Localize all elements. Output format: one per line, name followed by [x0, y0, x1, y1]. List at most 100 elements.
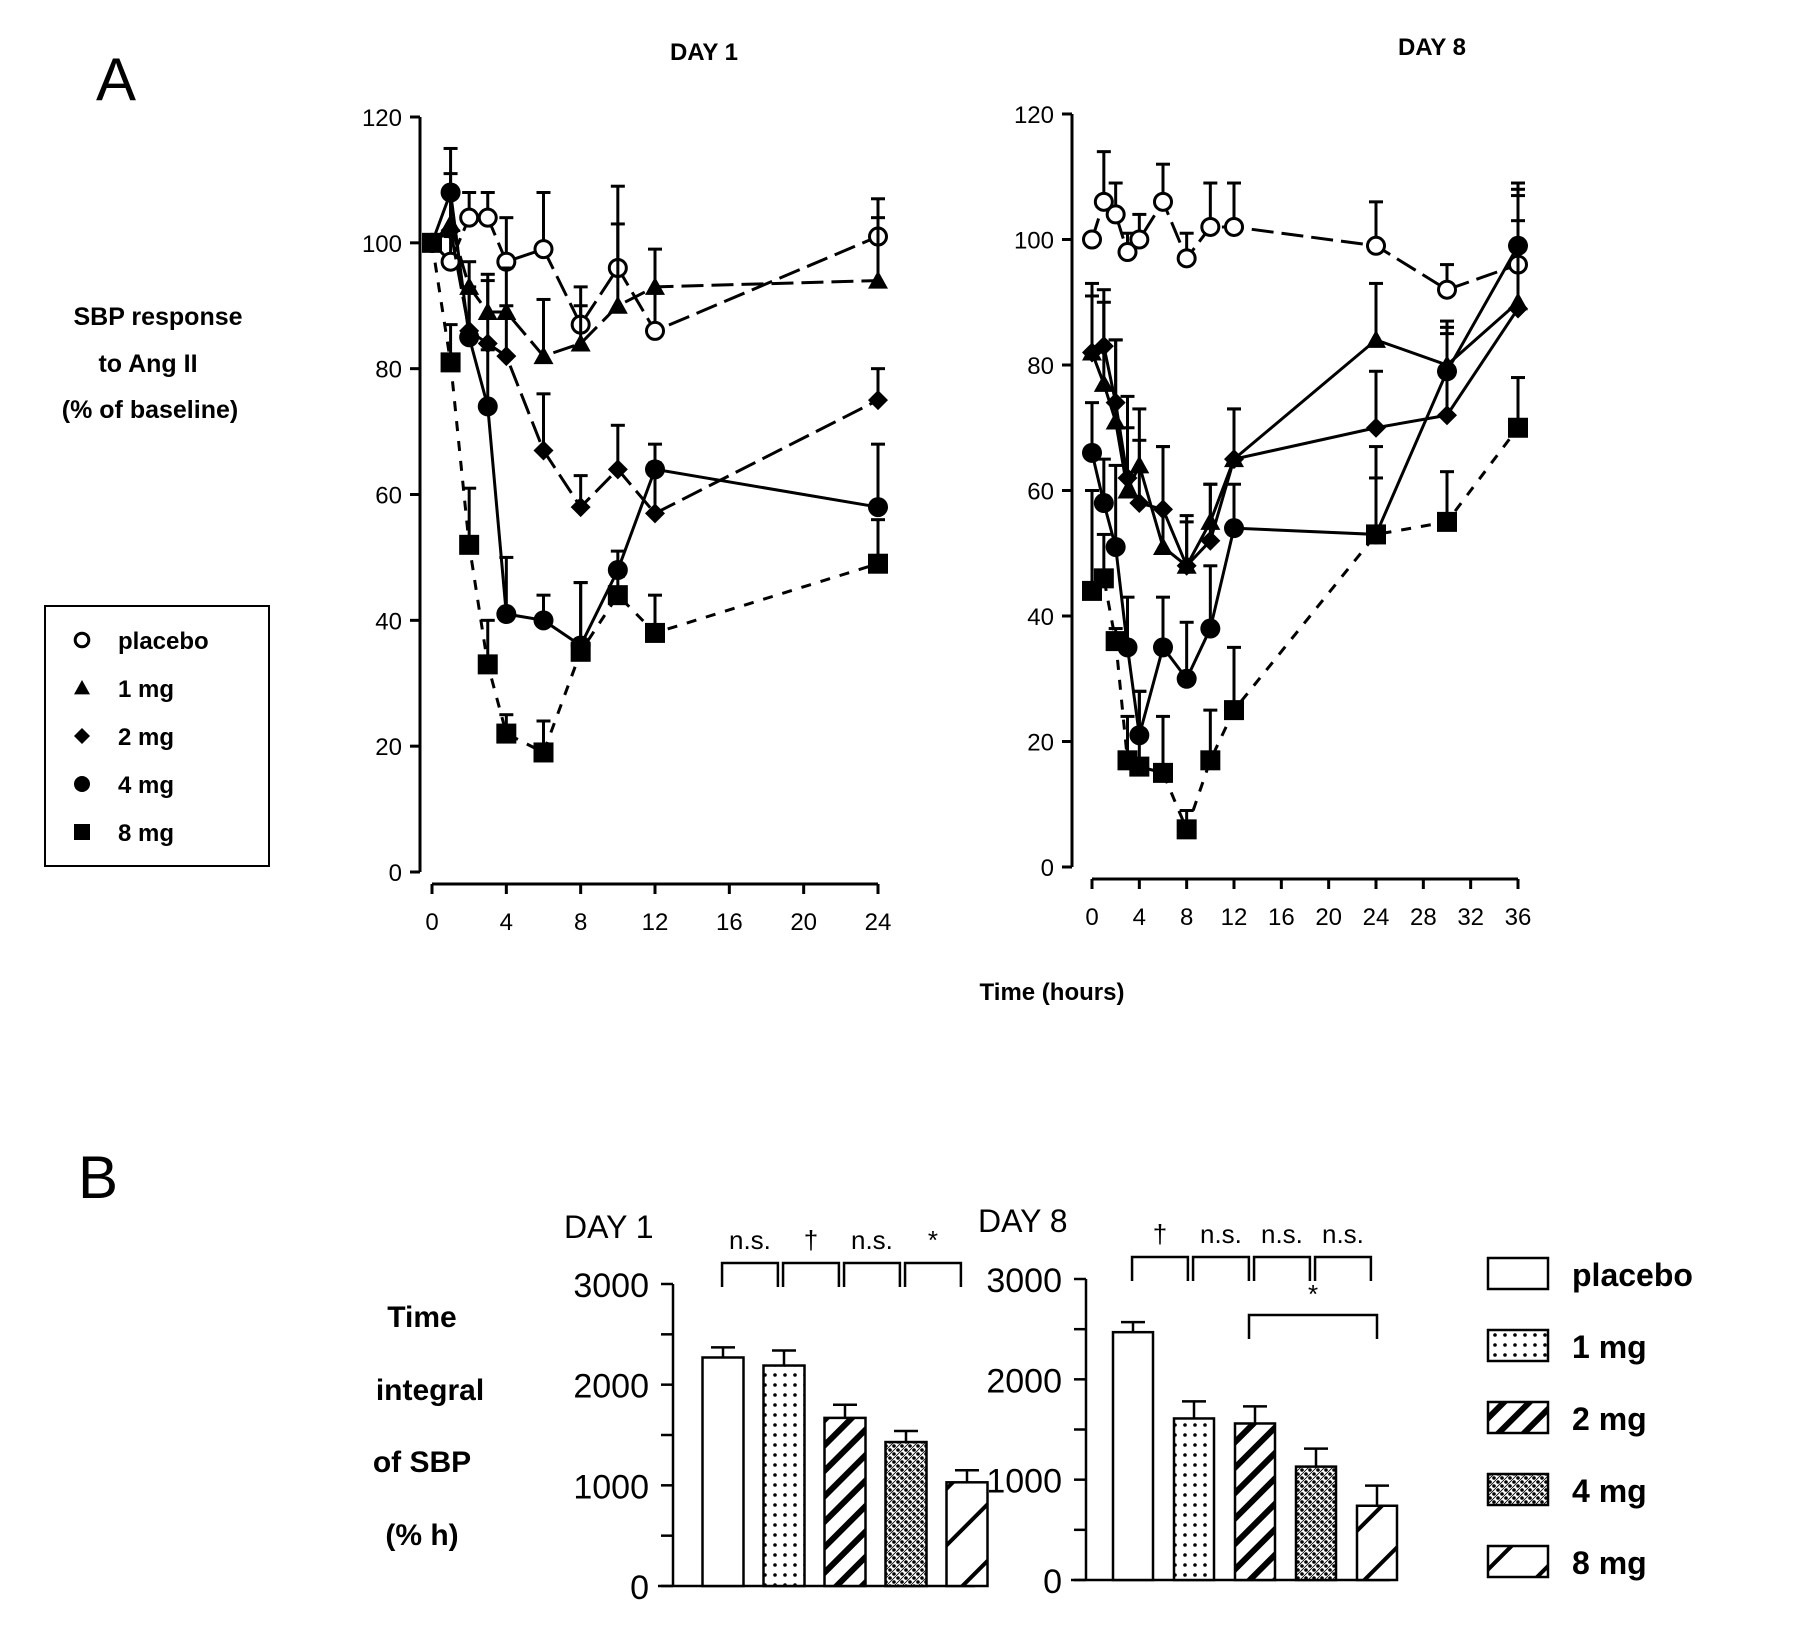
legend-label: 2 mg [118, 724, 174, 751]
legend-label: 8 mg [118, 820, 174, 847]
y-tick-label: 1000 [573, 1468, 649, 1506]
data-point [459, 207, 480, 228]
x-tick-label: 0 [1085, 904, 1098, 931]
legend-label: 4 mg [118, 772, 174, 799]
legend-marker [74, 728, 90, 744]
series-line [1090, 426, 1520, 834]
bar [1111, 1330, 1155, 1582]
data-point [533, 742, 554, 763]
legend-label: 1 mg [1572, 1329, 1647, 1365]
x-tick-label: 36 [1505, 904, 1532, 931]
x-tick-label: 8 [1180, 904, 1193, 931]
data-point [440, 182, 461, 203]
y-tick-label: 60 [1027, 479, 1054, 506]
data-point [440, 352, 461, 373]
line-chart-day1: 0 20 40 60 80 100 120 0 4 8 12 16 20 24 [362, 105, 891, 936]
significance-label: * [1308, 1279, 1318, 1309]
y-tick-label: 20 [375, 734, 402, 761]
data-point [607, 585, 628, 606]
data-point [1082, 442, 1102, 463]
bar-chart-day1: DAY 1 0 1000 2000 3000 n.s. † n.s. * [564, 1209, 989, 1607]
data-point [1437, 405, 1457, 426]
y-tick-label: 3000 [986, 1262, 1062, 1300]
data-point [1105, 536, 1126, 557]
data-point [1366, 235, 1386, 256]
y-tick-label: 100 [1014, 228, 1054, 255]
significance-label: n.s. [1261, 1219, 1303, 1249]
panel-label-a: A [96, 46, 136, 113]
y-tick-label: 0 [1041, 855, 1054, 882]
significance-label: † [1153, 1219, 1167, 1249]
data-point [645, 503, 665, 524]
y-tick-label: 3000 [573, 1267, 649, 1305]
data-point [1082, 229, 1102, 250]
y-tick-label: 1000 [986, 1463, 1062, 1501]
y-tick-label: 60 [375, 483, 402, 510]
data-point [1093, 336, 1114, 357]
significance-bracket [1313, 1255, 1373, 1281]
data-point [1200, 216, 1221, 237]
data-point [607, 295, 628, 314]
bar [823, 1416, 867, 1588]
y-tick-label: 40 [375, 608, 402, 635]
y-tick-label: 0 [630, 1569, 649, 1607]
data-point [477, 207, 498, 228]
data-point [1176, 248, 1197, 269]
data-point [868, 270, 888, 289]
x-tick-label: 12 [642, 909, 669, 936]
data-point [459, 534, 480, 555]
data-point [477, 396, 498, 417]
significance-bracket [720, 1261, 780, 1287]
data-point [570, 333, 591, 352]
data-point [1117, 242, 1138, 263]
data-point [1093, 493, 1114, 514]
significance-bracket [1130, 1255, 1190, 1281]
data-point [1176, 668, 1197, 689]
significance-label: n.s. [729, 1225, 771, 1255]
data-point [496, 604, 517, 625]
panel-a-ylabel-line: to Ang II [98, 350, 197, 378]
legend-swatch [1486, 1472, 1550, 1507]
x-tick-label: 16 [716, 909, 743, 936]
significance-label: * [928, 1225, 938, 1255]
significance-bracket [1252, 1255, 1312, 1281]
data-point [645, 320, 665, 341]
data-point [1224, 449, 1244, 470]
data-point [868, 553, 888, 574]
significance-bracket [1191, 1255, 1251, 1281]
y-tick-label: 120 [1014, 102, 1054, 129]
series-line [1090, 245, 1520, 736]
data-point [1508, 417, 1528, 438]
line-legend: placebo 1 mg 2 mg 4 mg 8 mg [44, 605, 270, 867]
bar-chart-title: DAY 1 [564, 1209, 654, 1245]
day1-line-title: DAY 1 [670, 39, 738, 66]
significance-label: n.s. [1322, 1219, 1364, 1249]
data-point [1153, 536, 1173, 555]
series-line [430, 191, 879, 648]
series-8-mg [422, 232, 888, 763]
data-point [868, 390, 888, 411]
bar [884, 1440, 928, 1588]
data-point [1366, 329, 1386, 348]
data-point [1508, 235, 1528, 256]
data-point [1200, 530, 1221, 551]
significance-label: n.s. [1200, 1219, 1242, 1249]
data-point [1129, 756, 1150, 777]
bar [1294, 1465, 1338, 1582]
data-point [645, 276, 665, 295]
significance-label: † [804, 1225, 818, 1255]
y-tick-label: 20 [1027, 730, 1054, 757]
series-line [1091, 307, 1520, 569]
data-point [1508, 298, 1528, 319]
series-8-mg [1082, 376, 1528, 840]
line-chart-day8: 0 20 40 60 80 100 120 0 4 8 12 16 20 24 28 32 36 [1014, 102, 1531, 931]
y-tick-label: 80 [375, 357, 402, 384]
data-point [1437, 361, 1457, 382]
series-1-mg [1082, 219, 1528, 574]
data-point [1224, 518, 1244, 539]
x-tick-label: 16 [1268, 904, 1295, 931]
y-tick-label: 40 [1027, 604, 1054, 631]
panel-label-b: B [78, 1144, 118, 1211]
legend-marker [73, 631, 91, 649]
